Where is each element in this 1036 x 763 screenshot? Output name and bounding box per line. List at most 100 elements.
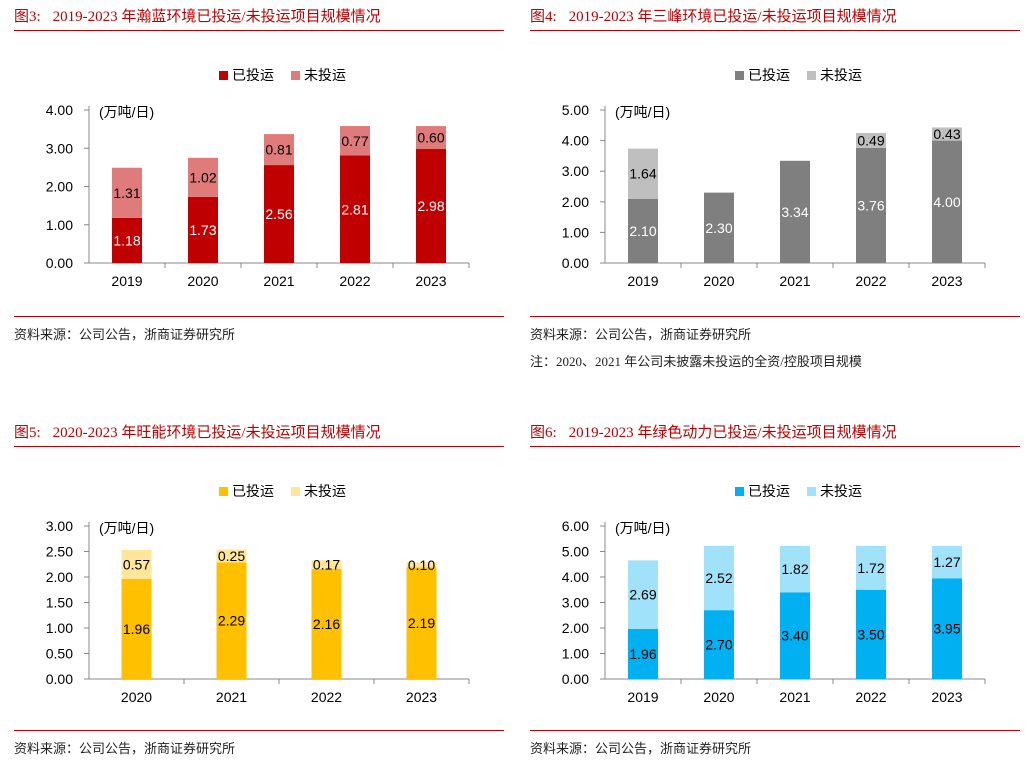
bar-segment-已投运 [121, 579, 152, 679]
data-label-未投运: 0.81 [265, 142, 292, 158]
bar-segment-已投运 [340, 155, 370, 263]
legend-label-1: 未投运 [820, 67, 862, 83]
bar-segment-已投运 [188, 196, 218, 263]
legend-label-0: 已投运 [748, 483, 790, 499]
bar-segment-已投运 [780, 592, 810, 679]
figure-5-chart: 已投运 未投运 0.00 0.50 1.00 1.50 2.00 2.50 3.00 (万吨/日)… [46, 483, 470, 705]
data-label-未投运: 1.64 [629, 166, 656, 182]
data-label-未投运: 0.17 [313, 557, 340, 573]
figure-5-source: 资料来源：公司公告，浙商证券研究所 [14, 730, 504, 757]
bar-segment-未投运 [856, 545, 886, 590]
data-label-未投运: 2.52 [705, 570, 732, 586]
figure-6-title: 图6: 2019-2023 年绿色动力已投运/未投运项目规模情况 [530, 420, 1020, 447]
data-label-已投运: 2.10 [629, 223, 656, 239]
data-label-已投运: 2.16 [313, 616, 340, 632]
figure-6-chart: 已投运 未投运 0.00 1.00 2.00 3.00 4.00 5.00 6.00 (万吨/日)… [562, 483, 986, 705]
bar-segment-已投运 [704, 192, 734, 263]
x-tick-label: 2023 [931, 273, 962, 289]
data-label-已投运: 3.40 [781, 628, 808, 644]
legend-swatch-1 [291, 71, 300, 80]
figure-3-panel: 图3: 2019-2023 年瀚蓝环境已投运/未投运项目规模情况 已投运 未投运 0.… [14, 4, 504, 344]
figure-4-number: 图4: [530, 9, 557, 25]
x-tick-label: 2022 [855, 689, 886, 705]
figure-5-number: 图5: [14, 425, 41, 441]
y-tick-label: 2.00 [562, 194, 589, 210]
y-tick-label: 5.00 [562, 102, 589, 118]
figure-3-source: 资料来源：公司公告，浙商证券研究所 [14, 316, 504, 343]
y-tick-label: 3.00 [46, 140, 73, 156]
x-tick-label: 2019 [627, 689, 658, 705]
figure-4-title-text: 2019-2023 年三峰环境已投运/未投运项目规模情况 [568, 9, 897, 25]
data-label-已投运: 3.95 [933, 621, 960, 637]
data-label-已投运: 1.96 [123, 621, 150, 637]
y-tick-label: 0.00 [46, 671, 73, 687]
x-tick-label: 2021 [263, 273, 294, 289]
data-label-已投运: 2.29 [218, 613, 245, 629]
x-tick-label: 2022 [311, 689, 342, 705]
data-label-已投运: 1.18 [113, 232, 140, 248]
figure-6-source: 资料来源：公司公告，浙商证券研究所 [530, 730, 1020, 757]
y-tick-label: 2.50 [46, 544, 73, 560]
data-label-未投运: 0.25 [218, 548, 245, 564]
data-label-已投运: 2.70 [705, 637, 732, 653]
y-tick-label: 4.00 [562, 569, 589, 585]
x-tick-label: 2021 [216, 689, 247, 705]
y-tick-label: 2.00 [46, 569, 73, 585]
y-tick-label: 1.00 [562, 224, 589, 240]
y-tick-label: 4.00 [562, 133, 589, 149]
bar-segment-未投运 [406, 562, 437, 568]
y-tick-label: 3.00 [562, 595, 589, 611]
figure-3-title-text: 2019-2023 年瀚蓝环境已投运/未投运项目规模情况 [52, 9, 381, 25]
y-tick-label: 1.50 [46, 595, 73, 611]
figure-4-chart: 已投运 未投运 0.00 1.00 2.00 3.00 4.00 5.00 (万吨/日) 2019… [562, 67, 986, 289]
legend-swatch-0 [735, 487, 744, 496]
data-label-已投运: 4.00 [933, 194, 960, 210]
y-tick-label: 1.00 [562, 646, 589, 662]
legend-swatch-0 [219, 71, 228, 80]
y-tick-label: 2.00 [46, 179, 73, 195]
data-label-未投运: 0.60 [417, 130, 444, 146]
y-tick-label: 0.00 [46, 255, 73, 271]
figure-4-panel: 图4: 2019-2023 年三峰环境已投运/未投运项目规模情况 已投运 未投运 0.… [530, 4, 1020, 374]
bar-segment-已投运 [112, 217, 142, 263]
data-label-已投运: 2.81 [341, 201, 368, 217]
legend-swatch-0 [735, 71, 744, 80]
figure-4-note: 注：2020、2021 年公司未披露未投运的全资/控股项目规模 [530, 354, 862, 369]
bar-segment-已投运 [216, 562, 247, 679]
x-tick-label: 2020 [187, 273, 218, 289]
legend-swatch-1 [807, 487, 816, 496]
data-label-已投运: 1.96 [629, 646, 656, 662]
bar-segment-已投运 [932, 578, 962, 679]
figure-6-panel: 图6: 2019-2023 年绿色动力已投运/未投运项目规模情况 已投运 未投运 0.… [530, 420, 1020, 760]
bar-segment-未投运 [628, 148, 658, 199]
figure-5-panel: 图5: 2020-2023 年旺能环境已投运/未投运项目规模情况 已投运 未投运 0.… [14, 420, 504, 760]
figure-6-title-text: 2019-2023 年绿色动力已投运/未投运项目规模情况 [568, 425, 897, 441]
figure-4-source: 资料来源：公司公告，浙商证券研究所 [530, 316, 1020, 343]
bar-segment-未投运 [856, 132, 886, 148]
figure-4-title: 图4: 2019-2023 年三峰环境已投运/未投运项目规模情况 [530, 4, 1020, 31]
y-tick-label: 4.00 [46, 102, 73, 118]
x-tick-label: 2023 [406, 689, 437, 705]
legend-label-0: 已投运 [232, 483, 274, 499]
y-tick-label: 0.50 [46, 646, 73, 662]
data-label-已投运: 2.56 [265, 206, 292, 222]
y-tick-label: 6.00 [562, 518, 589, 534]
data-label-已投运: 2.30 [705, 220, 732, 236]
bar-segment-未投运 [112, 167, 142, 218]
unit-label: (万吨/日) [615, 520, 670, 536]
y-tick-label: 0.00 [562, 671, 589, 687]
bar-segment-已投运 [856, 147, 886, 263]
bar-segment-已投运 [264, 165, 294, 263]
data-label-未投运: 0.49 [857, 132, 884, 148]
data-label-未投运: 1.72 [857, 560, 884, 576]
figure-5-title: 图5: 2020-2023 年旺能环境已投运/未投运项目规模情况 [14, 420, 504, 447]
bar-segment-已投运 [932, 140, 962, 263]
legend-label-1: 未投运 [304, 483, 346, 499]
y-tick-label: 1.00 [46, 620, 73, 636]
x-tick-label: 2019 [627, 273, 658, 289]
data-label-未投运: 2.69 [629, 587, 656, 603]
x-tick-label: 2021 [779, 273, 810, 289]
x-tick-label: 2020 [703, 689, 734, 705]
unit-label: (万吨/日) [615, 104, 670, 120]
bar-segment-未投运 [628, 560, 658, 630]
